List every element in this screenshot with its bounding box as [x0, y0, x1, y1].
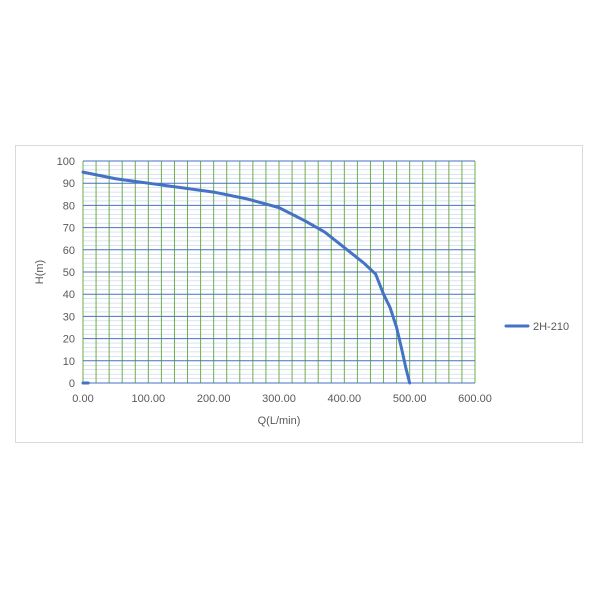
y-tick-label: 10: [63, 356, 75, 368]
grid: [82, 160, 476, 384]
x-tick-label: 600.00: [458, 393, 492, 405]
legend-label-2h-210: 2H-210: [533, 321, 569, 333]
y-tick-label: 90: [63, 178, 75, 190]
x-tick-label: 400.00: [328, 393, 362, 405]
legend: 2H-210: [504, 321, 569, 333]
y-tick-label: 20: [63, 334, 75, 346]
y-tick-label: 40: [63, 289, 75, 301]
x-tick-label: 200.00: [197, 393, 231, 405]
series-layer: [81, 170, 412, 385]
y-tick-label: 60: [63, 245, 75, 257]
y-axis-tick-labels: 0 10 20 30 40 50 60 70 80 90 100: [57, 156, 75, 390]
y-tick-label: 50: [63, 267, 75, 279]
x-tick-label: 0.00: [72, 393, 93, 405]
x-tick-label: 300.00: [262, 393, 296, 405]
y-tick-label: 70: [63, 223, 75, 235]
x-axis-title: Q(L/min): [258, 415, 301, 427]
chart-area: 0.00 100.00 200.00 300.00 400.00 500.00 600.00…: [15, 145, 583, 443]
series-line-2h-210: [81, 170, 412, 385]
y-tick-label: 0: [69, 378, 75, 390]
y-tick-label: 80: [63, 200, 75, 212]
y-tick-label: 100: [57, 156, 75, 168]
x-tick-label: 500.00: [393, 393, 427, 405]
x-axis-tick-labels: 0.00 100.00 200.00 300.00 400.00 500.00 600.00: [72, 393, 492, 405]
x-tick-label: 100.00: [132, 393, 166, 405]
chart-svg: 0.00 100.00 200.00 300.00 400.00 500.00 600.00…: [34, 156, 569, 427]
y-axis-title: H(m): [34, 260, 46, 284]
y-tick-label: 30: [63, 311, 75, 323]
